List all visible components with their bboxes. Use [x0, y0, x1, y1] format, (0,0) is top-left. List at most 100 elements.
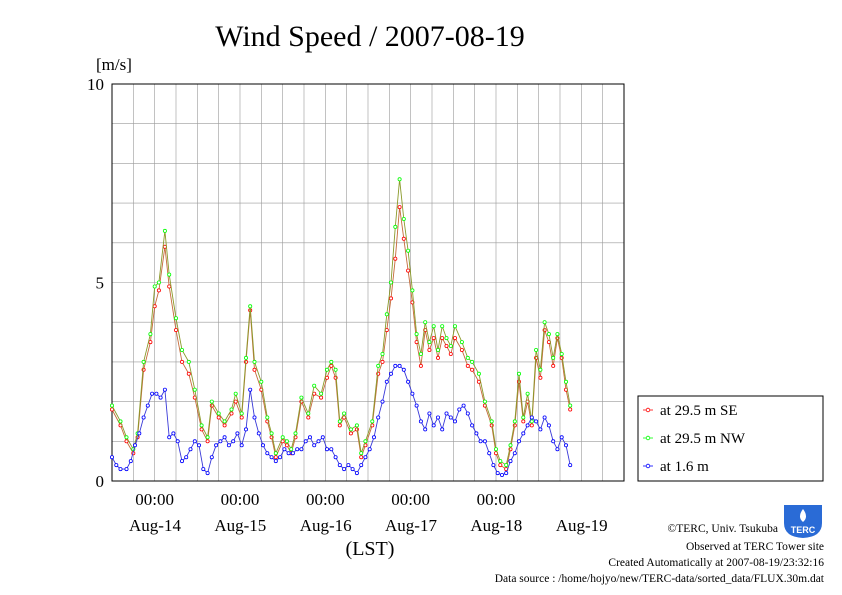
legend-marker — [645, 463, 651, 469]
series-point — [316, 439, 321, 444]
series-point — [110, 403, 115, 408]
series-point — [401, 236, 406, 241]
series-point — [538, 427, 543, 432]
series-point — [478, 439, 483, 444]
series-point — [470, 423, 475, 428]
series-point — [152, 304, 157, 309]
series-point — [337, 463, 342, 468]
series-point — [359, 463, 364, 468]
series-point — [380, 399, 385, 404]
series-point — [114, 463, 119, 468]
series-point — [498, 463, 503, 468]
series-point — [452, 419, 457, 424]
plot-frame — [111, 83, 625, 482]
series-point — [218, 439, 223, 444]
x-time-tick-label: 00:00 — [391, 490, 430, 509]
series-point — [448, 343, 453, 348]
series-point — [260, 443, 265, 448]
series-point — [118, 419, 123, 424]
series-point — [141, 359, 146, 364]
series-point — [273, 455, 278, 460]
series-point — [348, 431, 353, 436]
series-point — [504, 463, 509, 468]
series-point — [152, 284, 157, 289]
series-point — [388, 296, 393, 301]
series-point — [284, 439, 289, 444]
series-point — [512, 451, 517, 456]
series-point — [324, 447, 329, 452]
series-point — [476, 371, 481, 376]
series-point — [179, 347, 184, 352]
series-point — [380, 351, 385, 356]
series-line — [111, 207, 571, 470]
series-point — [406, 268, 411, 273]
logo-text: TERC — [791, 525, 816, 535]
series-point — [546, 332, 551, 337]
series-point — [414, 403, 419, 408]
series-point — [559, 435, 564, 440]
series-point — [188, 447, 193, 452]
series-point — [342, 467, 347, 472]
series-point — [384, 379, 389, 384]
series-point — [173, 316, 178, 321]
series-point — [363, 439, 368, 444]
x-date-label: Aug-16 — [300, 516, 352, 535]
series-point — [128, 459, 133, 464]
series-point — [529, 423, 534, 428]
series-point — [393, 224, 398, 229]
series-2 — [110, 177, 573, 468]
series-point — [538, 367, 543, 372]
series-point — [440, 427, 445, 432]
x-time-tick-labels: 00:00 00:00 00:00 00:00 00:00 — [135, 490, 515, 509]
series-point — [448, 351, 453, 356]
series-point — [427, 411, 432, 416]
terc-logo: TERC — [784, 505, 822, 538]
series-point — [568, 407, 573, 412]
series-point — [348, 427, 353, 432]
series-point — [259, 379, 264, 384]
series-point — [444, 336, 449, 341]
series-point — [312, 443, 317, 448]
series-point — [470, 367, 475, 372]
series-point — [521, 431, 526, 436]
series-point — [226, 443, 231, 448]
series-point — [529, 415, 534, 420]
footer-credit: ©TERC, Univ. Tsukuba — [668, 523, 778, 535]
series-point — [329, 363, 334, 368]
series-point — [171, 431, 176, 436]
series-point — [493, 447, 498, 452]
series-point — [124, 435, 129, 440]
series-point — [137, 431, 142, 436]
series-point — [435, 355, 440, 360]
series-point — [564, 443, 569, 448]
x-date-label: Aug-18 — [470, 516, 522, 535]
series-point — [512, 419, 517, 424]
series-point — [243, 355, 248, 360]
series-point — [521, 415, 526, 420]
x-date-label: Aug-14 — [129, 516, 181, 535]
legend-label: at 29.5 m NW — [660, 431, 746, 447]
series-point — [209, 399, 214, 404]
series-point — [186, 371, 191, 376]
series-point — [278, 455, 283, 460]
x-date-label: Aug-19 — [556, 516, 608, 535]
series-point — [489, 419, 494, 424]
series-point — [508, 459, 513, 464]
series-point — [410, 288, 415, 293]
series-point — [205, 439, 210, 444]
series-point — [534, 419, 539, 424]
series-point — [418, 363, 423, 368]
series-point — [252, 415, 257, 420]
series-point — [459, 347, 464, 352]
series-point — [491, 463, 496, 468]
series-point — [504, 471, 509, 476]
series-point — [269, 431, 274, 436]
series-point — [474, 431, 479, 436]
series-point — [534, 347, 539, 352]
series-point — [444, 343, 449, 348]
series-point — [418, 419, 423, 424]
series-point — [192, 387, 197, 392]
logo-drop-icon — [800, 509, 806, 522]
series-point — [167, 284, 172, 289]
series-point — [406, 248, 411, 253]
